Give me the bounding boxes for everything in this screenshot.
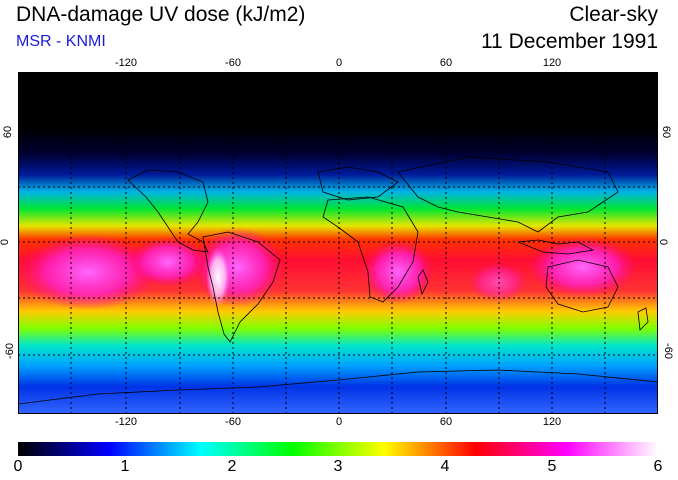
colorbar-tick-3: 3 xyxy=(333,458,343,475)
hotspot-andes xyxy=(206,247,230,307)
colorbar-tick-0: 0 xyxy=(13,458,23,475)
coast-africa xyxy=(322,196,419,303)
coast-asia xyxy=(397,156,619,233)
lon-label-top-60: 60 xyxy=(439,57,453,69)
colorbar-tick-4: 4 xyxy=(440,458,450,475)
lat-label-right-60: 60 xyxy=(660,125,673,139)
colorbar xyxy=(18,442,658,456)
coast-australia xyxy=(545,259,619,313)
lon-label-bottom-m120: -120 xyxy=(114,416,138,428)
map-frame xyxy=(18,72,658,414)
lon-label-top-120: 120 xyxy=(542,57,562,69)
date-label: 11 December 1991 xyxy=(480,30,658,53)
chart-subtitle: MSR - KNMI xyxy=(16,33,106,50)
sky-condition-label: Clear-sky xyxy=(569,3,658,26)
coast-antarctica xyxy=(18,369,658,405)
colorbar-tick-6: 6 xyxy=(653,458,663,475)
hotspot-africa xyxy=(363,240,433,304)
lon-label-bottom-60: 60 xyxy=(439,416,453,428)
uv-dose-map xyxy=(18,72,658,414)
coast-europe xyxy=(317,166,399,201)
lon-label-bottom-120: 120 xyxy=(542,416,562,428)
hotspot-australia xyxy=(528,237,638,297)
lat-label-left-m60: -60 xyxy=(3,343,16,359)
lat-label-left-60: 60 xyxy=(2,125,15,139)
lon-label-bottom-m60: -60 xyxy=(225,416,241,428)
coast-new-zealand xyxy=(637,307,649,331)
hotspot-south-america xyxy=(193,227,283,307)
coast-madagascar xyxy=(417,269,429,296)
coast-indonesia xyxy=(517,239,595,255)
lon-label-top-0: 0 xyxy=(335,57,343,69)
lon-label-top-m120: -120 xyxy=(114,57,138,69)
hotspot-pacific xyxy=(18,234,158,310)
colorbar-tick-5: 5 xyxy=(547,458,557,475)
hotspot-pacific-east xyxy=(128,237,208,287)
lon-label-top-m60: -60 xyxy=(225,57,241,69)
hotspot-indian-ocean xyxy=(468,262,528,302)
graticule xyxy=(18,72,658,414)
lat-label-right-0: 0 xyxy=(657,238,670,246)
lat-label-right-m60: -60 xyxy=(661,343,674,359)
lon-label-bottom-0: 0 xyxy=(335,416,343,428)
chart-title: DNA-damage UV dose (kJ/m2) xyxy=(16,3,306,26)
colorbar-tick-1: 1 xyxy=(120,458,130,475)
colorbar-tick-2: 2 xyxy=(227,458,237,475)
lat-label-left-0: 0 xyxy=(0,238,12,246)
